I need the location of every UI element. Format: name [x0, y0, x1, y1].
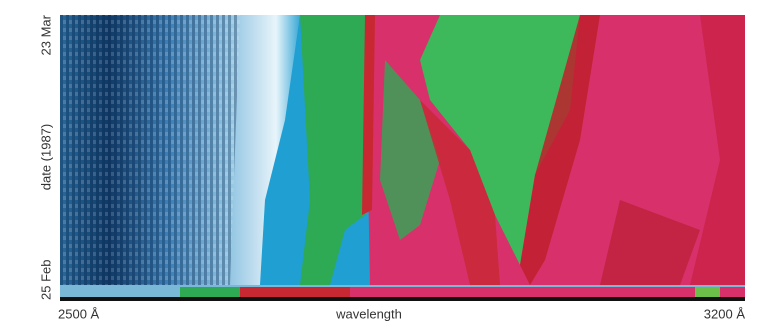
x-tick-label: 3200 Å	[704, 306, 746, 321]
x-axis-label: wavelength	[335, 306, 402, 321]
y-tick-label: 25 Feb	[38, 260, 53, 300]
y-tick-label: 23 Mar	[38, 14, 53, 55]
y-axis-label: date (1987)	[38, 124, 53, 191]
x-tick-label: 2500 Å	[58, 306, 100, 321]
spectrum-image	[60, 15, 745, 301]
